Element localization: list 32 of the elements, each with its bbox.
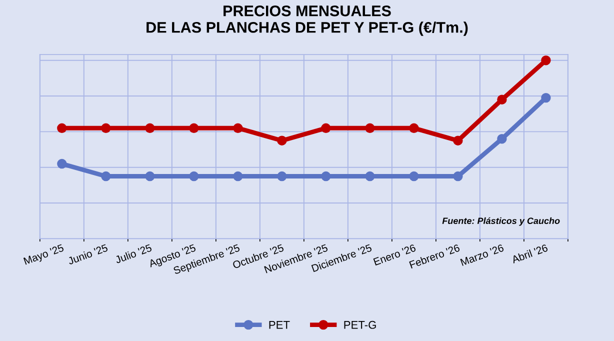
point bbox=[497, 134, 507, 144]
point bbox=[409, 123, 419, 133]
x-tick-label: Mayo '25 bbox=[23, 244, 65, 267]
point bbox=[497, 94, 507, 104]
x-tick-label: Abril '26 bbox=[510, 244, 548, 264]
point bbox=[453, 136, 463, 146]
point bbox=[145, 171, 155, 182]
point bbox=[365, 171, 375, 182]
point bbox=[453, 171, 463, 182]
point bbox=[189, 123, 199, 133]
point bbox=[145, 123, 155, 133]
point bbox=[57, 123, 67, 133]
point bbox=[189, 171, 199, 182]
point bbox=[541, 55, 551, 66]
point bbox=[321, 123, 331, 133]
legend-label: PET bbox=[269, 321, 290, 329]
legend-label: PET-G bbox=[344, 320, 376, 329]
annotation: Fuente: Plásticos y Caucho bbox=[442, 217, 560, 226]
point bbox=[101, 171, 111, 182]
point bbox=[233, 123, 243, 133]
point bbox=[57, 158, 67, 169]
point bbox=[365, 123, 375, 133]
chart-title: PRECIOS MENSUALES DE LAS PLANCHAS DE PET Y PET-G (€/Tm.) bbox=[146, 6, 468, 36]
point bbox=[101, 123, 111, 133]
point bbox=[277, 171, 287, 182]
point bbox=[321, 171, 331, 182]
x-tick-label: Marzo '26 bbox=[460, 244, 504, 266]
point bbox=[409, 171, 419, 182]
point bbox=[541, 92, 551, 103]
x-tick-label: Junio '25 bbox=[67, 244, 108, 265]
point bbox=[233, 171, 243, 182]
point bbox=[277, 136, 287, 146]
